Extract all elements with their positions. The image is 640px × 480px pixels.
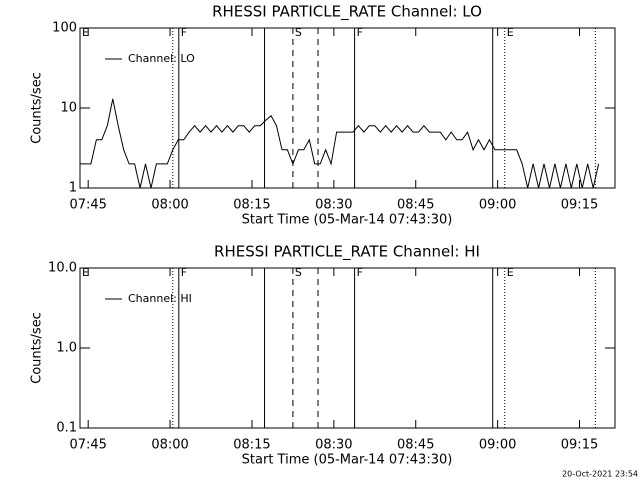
event-label: S: [295, 26, 302, 39]
x-axis-label: Start Time (05-Mar-14 07:43:30): [242, 453, 453, 468]
x-axis-label: Start Time (05-Mar-14 07:43:30): [242, 213, 453, 228]
y-tick-label: 10.0: [48, 261, 77, 276]
x-tick-label: 08:00: [151, 198, 188, 213]
x-tick-label: 07:45: [69, 198, 106, 213]
x-tick-label: 09:00: [479, 198, 516, 213]
event-label: E: [82, 266, 89, 279]
y-axis-label: Counts/sec: [30, 72, 45, 144]
chart-title: RHESSI PARTICLE_RATE Channel: HI: [214, 243, 480, 262]
x-tick-label: 08:45: [397, 198, 434, 213]
x-tick-label: 08:00: [151, 438, 188, 453]
event-label: S: [295, 266, 302, 279]
event-label: E: [82, 26, 89, 39]
x-tick-label: 08:45: [397, 438, 434, 453]
legend-label: Channel: LO: [128, 52, 195, 65]
chart-title: RHESSI PARTICLE_RATE Channel: LO: [212, 3, 482, 22]
event-label: E: [507, 26, 514, 39]
x-tick-label: 08:15: [233, 198, 270, 213]
event-label: E: [507, 266, 514, 279]
event-label: F: [357, 26, 363, 39]
legend-label: Channel: HI: [128, 292, 192, 305]
timestamp: 20-Oct-2021 23:54: [562, 470, 638, 479]
y-tick-label: 10: [60, 101, 77, 116]
y-tick-label: 1: [69, 181, 77, 196]
event-label: F: [181, 266, 187, 279]
x-tick-label: 07:45: [69, 438, 106, 453]
x-tick-label: 09:00: [479, 438, 516, 453]
x-tick-label: 09:15: [561, 198, 598, 213]
y-tick-label: 100: [52, 21, 77, 36]
x-tick-label: 08:15: [233, 438, 270, 453]
x-tick-label: 08:30: [315, 198, 352, 213]
y-tick-label: 1.0: [56, 341, 77, 356]
x-tick-label: 08:30: [315, 438, 352, 453]
x-tick-label: 09:15: [561, 438, 598, 453]
y-tick-label: 0.1: [56, 421, 77, 436]
y-axis-label: Counts/sec: [30, 312, 45, 384]
event-label: F: [357, 266, 363, 279]
event-label: F: [181, 26, 187, 39]
data-line: [80, 98, 600, 189]
